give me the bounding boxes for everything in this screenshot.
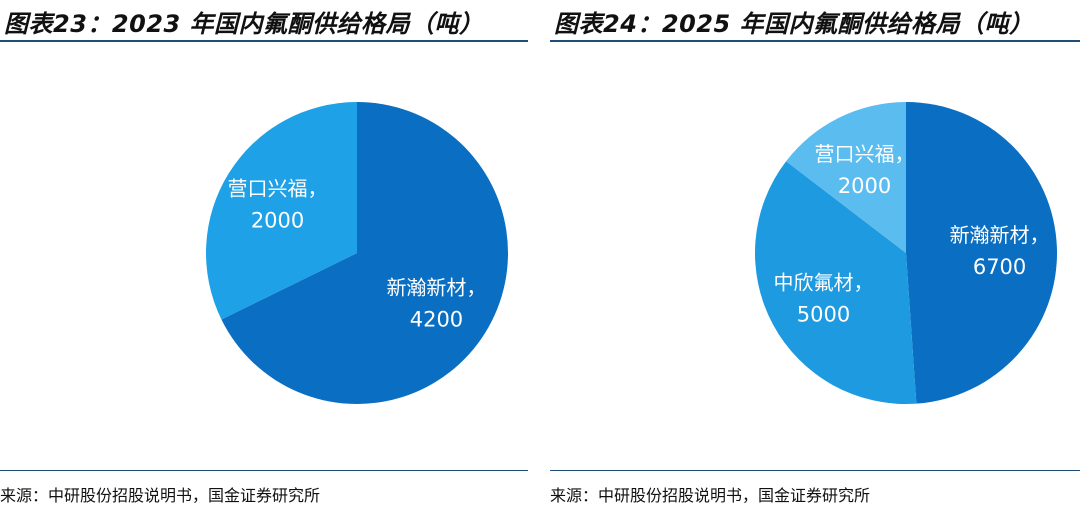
slice-label: 新瀚新材， (386, 276, 486, 300)
source-divider (550, 470, 1080, 471)
chart-title: 图表24：2025 年国内氟酮供给格局（吨） (554, 10, 1034, 38)
slice-label: 新瀚新材， (950, 223, 1050, 247)
slice-value-label: 5000 (797, 302, 850, 326)
source-note: 来源：中研股份招股说明书，国金证券研究所 (550, 486, 871, 505)
source-note: 来源：中研股份招股说明书，国金证券研究所 (0, 486, 321, 505)
chart-panel-2025: 图表24：2025 年国内氟酮供给格局（吨） 新瀚新材， 6700 中欣氟材， 500… (550, 0, 1080, 505)
slice-value-label: 4200 (410, 308, 463, 332)
pie-slice-1 (221, 102, 509, 404)
slice-label: 营口兴福， (228, 176, 328, 200)
slice-value-label: 6700 (973, 255, 1026, 279)
pie-chart-2025: 新瀚新材， 6700 中欣氟材， 5000 营口兴福， 2000 (755, 102, 1057, 404)
pie-chart-2023: 新瀚新材， 4200 营口兴福， 2000 (206, 102, 509, 404)
pie-slice-1 (906, 102, 1057, 404)
slice-label: 营口兴福， (815, 142, 915, 166)
source-divider (0, 470, 528, 471)
pie-slice-3 (786, 102, 906, 253)
slice-label: 中欣氟材， (774, 270, 874, 294)
pie-slice-2 (755, 161, 917, 404)
slice-value-label: 2000 (251, 208, 304, 232)
pie-slice-2 (206, 102, 357, 320)
chart-panel-2023: 图表23：2023 年国内氟酮供给格局（吨） 新瀚新材， 4200 营口兴福， 200… (0, 0, 528, 505)
chart-title: 图表23：2023 年国内氟酮供给格局（吨） (4, 10, 484, 38)
slice-value-label: 2000 (838, 174, 891, 198)
title-divider (0, 40, 528, 42)
title-divider (550, 40, 1080, 42)
